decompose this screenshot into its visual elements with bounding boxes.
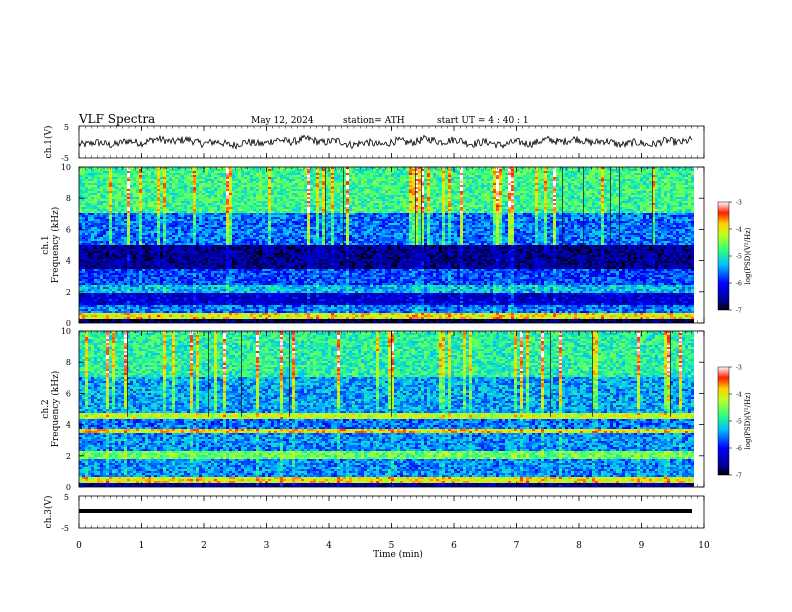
ch2-colorbar-gradient xyxy=(718,367,729,475)
ch1-waveform-panel: 5 -5 ch.1(V) xyxy=(43,123,704,163)
colorbar-tick-label: -4 xyxy=(736,227,742,234)
ch1-channel-label: ch.1 xyxy=(41,235,51,254)
ch1-ytick-bottom: -5 xyxy=(61,154,69,163)
ch1-waveform-trace xyxy=(79,135,692,148)
colorbar-tick-label: -3 xyxy=(736,200,742,207)
ch1-colorbar: -3 -4 -5 -6 -7 log(PSD)(V²/Hz) xyxy=(718,200,752,315)
ytick-label: 8 xyxy=(66,194,71,203)
date-label: May 12, 2024 xyxy=(251,116,314,126)
colorbar-tick-label: -7 xyxy=(736,308,742,315)
ch3-ylabel: ch.3(V) xyxy=(43,496,54,529)
ch2-channel-label: ch.2 xyxy=(41,399,51,418)
colorbar-tick-label: -4 xyxy=(736,392,742,399)
ytick-label: 10 xyxy=(61,163,71,172)
xtick-label: 4 xyxy=(326,541,332,551)
ch2-spectrogram-panel: 0 2 4 6 8 10 ch.2 Frequency (kHz) xyxy=(41,327,704,492)
ytick-label: 2 xyxy=(66,288,71,297)
ytick-label: 2 xyxy=(66,452,71,461)
ch3-waveform-panel: 5 -5 ch.3(V) xyxy=(43,493,704,533)
start-time-label: start UT = 4 : 40 : 1 xyxy=(437,116,529,126)
ch1-frequency-ylabel: Frequency (kHz) xyxy=(50,207,61,284)
ch2-frequency-ylabel: Frequency (kHz) xyxy=(50,371,61,448)
ch1-ytick-top: 5 xyxy=(64,123,69,132)
colorbar-tick-label: -5 xyxy=(736,254,742,261)
ytick-label: 6 xyxy=(66,225,71,234)
xtick-label: 9 xyxy=(639,541,645,551)
xtick-label: 2 xyxy=(201,541,207,551)
colorbar-tick-label: -3 xyxy=(736,365,742,372)
time-axis-label: Time (min) xyxy=(373,549,423,560)
ytick-label: 6 xyxy=(66,389,71,398)
xtick-label: 0 xyxy=(76,541,82,551)
xtick-label: 10 xyxy=(698,541,710,551)
ch3-ytick-bottom: -5 xyxy=(61,524,69,533)
ch1-ylabel: ch.1(V) xyxy=(43,126,54,159)
xtick-label: 6 xyxy=(451,541,457,551)
ch2-colorbar-label: log(PSD)(V²/Hz) xyxy=(744,392,752,449)
colorbar-tick-label: -6 xyxy=(736,446,742,453)
ch2-colorbar: -3 -4 -5 -6 -7 log(PSD)(V²/Hz) xyxy=(718,365,752,480)
station-label: station= ATH xyxy=(343,116,405,126)
xtick-label: 7 xyxy=(514,541,520,551)
xtick-label: 1 xyxy=(139,541,145,551)
ch1-colorbar-gradient xyxy=(718,202,729,310)
colorbar-tick-label: -7 xyxy=(736,473,742,480)
colorbar-tick-label: -6 xyxy=(736,281,742,288)
xtick-label: 3 xyxy=(264,541,270,551)
ch3-ytick-top: 5 xyxy=(64,493,69,502)
ch1-spectrogram-image xyxy=(79,167,694,323)
ytick-label: 4 xyxy=(66,421,71,430)
figure-title: VLF Spectra xyxy=(78,112,155,126)
ytick-label: 10 xyxy=(61,327,71,336)
ytick-label: 8 xyxy=(66,358,71,367)
ytick-label: 0 xyxy=(66,483,71,492)
xtick-label: 8 xyxy=(576,541,582,551)
colorbar-tick-label: -5 xyxy=(736,419,742,426)
ch1-colorbar-label: log(PSD)(V²/Hz) xyxy=(744,227,752,284)
ytick-label: 4 xyxy=(66,257,71,266)
ch2-spectrogram-image xyxy=(79,331,694,487)
